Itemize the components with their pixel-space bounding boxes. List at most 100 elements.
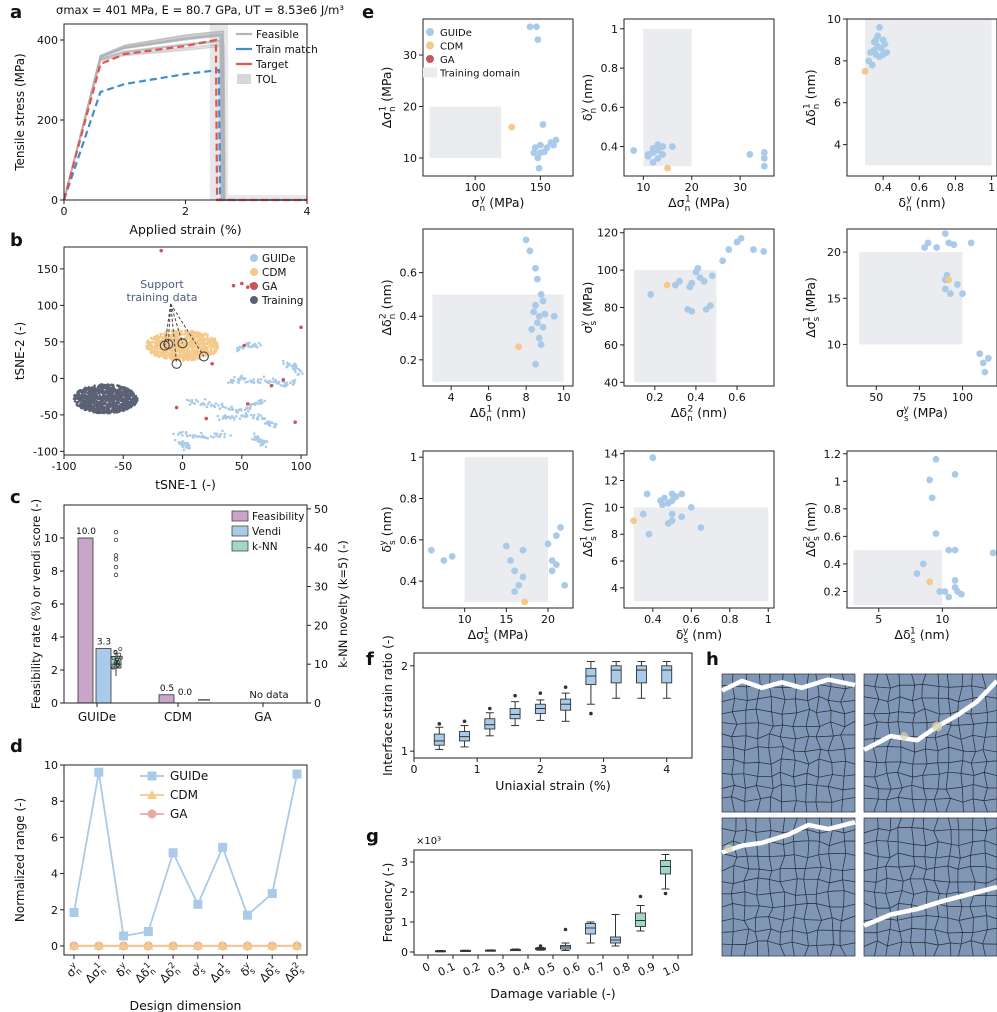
y-tick-label: 6: [834, 97, 841, 110]
legend-label: Target: [255, 59, 288, 71]
grain: [969, 852, 987, 868]
grain: [947, 760, 964, 774]
x-tick-label: Δσn1: [81, 960, 109, 988]
grain: [885, 746, 902, 763]
y-tick-label: 400: [37, 34, 58, 47]
y-tick-label: 10: [827, 338, 841, 351]
guide-point: [265, 440, 269, 443]
guide-point: [196, 400, 200, 403]
training-point: [105, 384, 109, 388]
training-point: [83, 388, 87, 392]
grain: [935, 841, 952, 859]
guide-point: [277, 380, 281, 384]
x-tick-label: 0: [420, 960, 432, 975]
guide-point: [267, 381, 271, 385]
grain: [984, 852, 997, 870]
box: [484, 718, 496, 730]
cdm-point: [196, 348, 199, 352]
cdm-point: [190, 350, 194, 353]
guide-point: [271, 377, 275, 380]
cdm-marker: [267, 940, 278, 950]
training-point: [107, 390, 111, 393]
grain: [803, 878, 819, 896]
training-point: [89, 390, 92, 393]
y-tick-label: 4: [834, 139, 841, 152]
cdm-point: [157, 353, 161, 357]
y-tick-label: 0.4: [601, 141, 619, 154]
guide-point: [552, 561, 560, 569]
y-axis-label: Δδs2 (nm): [802, 502, 821, 557]
x-tick-label: 0.9: [636, 960, 657, 979]
grain: [730, 944, 747, 957]
cdm-point: [200, 347, 204, 351]
guide-point: [697, 524, 705, 531]
legend-swatch: [426, 41, 434, 50]
guide-point: [282, 362, 286, 366]
guide-point: [297, 367, 301, 371]
training-domain: [633, 507, 769, 602]
guide-point: [188, 446, 191, 450]
guide-point: [541, 310, 549, 318]
guide-point: [211, 435, 215, 439]
x-tick-label: 0.3: [486, 960, 507, 979]
cdm-point: [183, 329, 187, 333]
guide-point: [226, 381, 230, 384]
guide-point: [294, 370, 297, 374]
cdm-point: [195, 355, 198, 359]
grain: [947, 865, 959, 883]
training-point: [120, 393, 123, 397]
guide-point: [921, 244, 928, 251]
guide-point: [941, 588, 949, 595]
x-axis-label: Δδn2 (nm): [671, 404, 727, 423]
guide-point: [263, 422, 267, 425]
cdm-point: [155, 337, 159, 341]
grain: [769, 891, 785, 909]
legend-label: GA: [170, 807, 188, 821]
x-axis-label: σsy (MPa): [896, 404, 948, 423]
guide-point: [951, 546, 959, 554]
cdm-point: [210, 345, 214, 348]
guide-point: [936, 588, 944, 595]
y-tick-label: 14: [604, 448, 618, 461]
x-axis-label: Uniaxial strain (%): [495, 778, 610, 793]
y-tick-label: 0.8: [601, 62, 619, 75]
guide-point: [232, 418, 236, 421]
y-tick-label: 2: [401, 660, 408, 673]
guide-point: [511, 588, 519, 595]
legend-swatch: [426, 28, 434, 36]
guide-point: [539, 121, 547, 128]
training-point: [126, 397, 130, 401]
cdm-point: [150, 340, 154, 344]
cdm-point: [150, 343, 153, 347]
training-point: [113, 407, 116, 410]
training-point: [87, 394, 90, 398]
y-tick-label: 8: [834, 55, 841, 68]
panel-label-g: g: [366, 826, 379, 847]
grain: [972, 817, 988, 832]
training-domain: [429, 106, 502, 158]
x-tick-label: 100: [952, 391, 973, 404]
training-point: [104, 409, 108, 413]
guide-point: [537, 291, 545, 298]
training-point: [78, 404, 82, 408]
guide-point: [260, 398, 263, 402]
ga-point: [281, 378, 286, 382]
guide-point: [522, 236, 530, 244]
grain: [982, 927, 997, 945]
guide-point: [223, 432, 226, 436]
legend-label: GA: [440, 55, 455, 66]
guide-point: [262, 375, 266, 378]
y-tick-label: 150: [37, 263, 58, 276]
guide-point: [266, 420, 270, 423]
guide-point: [209, 435, 213, 438]
guide-point: [235, 409, 238, 412]
x-tick-label: 0.1: [436, 960, 457, 979]
cdm-point: [193, 358, 197, 361]
training-point: [73, 399, 77, 403]
x-axis-label: δsy (nm): [676, 626, 722, 645]
panel-a-title: σmax = 401 MPa, E = 80.7 GPa, UT = 8.53e…: [56, 3, 344, 17]
legend-label: Feasibility: [252, 511, 305, 523]
y-axis-label: Frequency (-): [381, 863, 395, 943]
guide-point: [301, 372, 304, 375]
guide-point: [519, 546, 527, 554]
